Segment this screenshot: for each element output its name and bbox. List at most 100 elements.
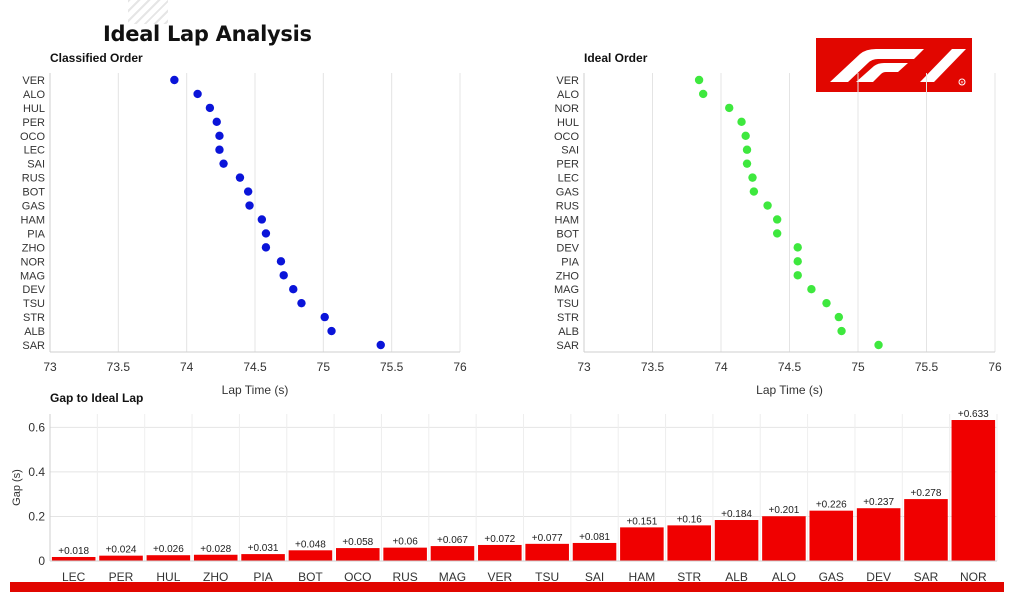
x-axis-label: Lap Time (s) — [222, 383, 289, 397]
data-point — [376, 340, 385, 350]
bar — [241, 554, 285, 561]
data-point — [793, 243, 802, 252]
data-point — [748, 173, 757, 182]
data-point — [212, 117, 221, 127]
x-tick-label: 73 — [43, 360, 57, 374]
bar — [762, 516, 806, 561]
x-tick-label: SAR — [914, 570, 939, 584]
x-tick-label: 75.5 — [915, 360, 939, 374]
y-tick-label: ALB — [558, 326, 579, 338]
data-label: +0.226 — [816, 500, 847, 511]
y-tick-label: HAM — [21, 214, 45, 226]
y-tick-label: TSU — [23, 298, 45, 310]
bar — [714, 520, 759, 561]
data-point — [807, 285, 816, 294]
data-label: +0.633 — [958, 409, 989, 420]
x-tick-label: 73 — [577, 360, 591, 374]
data-point — [749, 187, 759, 196]
data-label: +0.018 — [58, 546, 89, 557]
y-tick-label: DEV — [556, 242, 579, 254]
bottom-accent-bar — [10, 582, 1004, 592]
x-tick-label: LEC — [62, 570, 86, 584]
y-tick-label: STR — [557, 312, 579, 324]
data-point — [694, 75, 704, 85]
y-tick-label: 0 — [38, 554, 45, 568]
x-tick-label: VER — [487, 570, 512, 584]
data-point — [261, 229, 271, 238]
data-point — [276, 257, 286, 266]
data-point — [737, 117, 746, 127]
y-tick-label: 0.6 — [28, 420, 45, 434]
bar — [99, 555, 143, 561]
x-tick-label: 74.5 — [778, 360, 802, 374]
y-tick-label: OCO — [20, 131, 46, 143]
chart-title: Gap to Ideal Lap — [50, 391, 143, 405]
y-tick-label: ZHO — [22, 242, 46, 254]
data-point — [742, 145, 752, 154]
x-tick-label: GAS — [819, 570, 844, 584]
data-point — [763, 201, 772, 210]
y-tick-label: VER — [22, 75, 45, 87]
x-tick-label: 74.5 — [243, 360, 267, 374]
data-label: +0.151 — [626, 516, 657, 527]
bar — [288, 550, 333, 561]
x-tick-label: OCO — [344, 570, 371, 584]
data-label: +0.024 — [106, 545, 137, 556]
x-tick-label: 74 — [180, 360, 194, 374]
y-tick-label: 0.2 — [28, 509, 45, 523]
data-point — [215, 131, 224, 140]
chart-title: Ideal Order — [584, 51, 648, 65]
data-label: +0.072 — [484, 534, 515, 545]
bar — [620, 527, 664, 561]
x-tick-label: ZHO — [203, 570, 228, 584]
data-point — [279, 271, 288, 280]
x-tick-label: DEV — [866, 570, 891, 584]
y-tick-label: GAS — [22, 201, 45, 213]
bar — [667, 525, 712, 561]
x-tick-label: 75 — [851, 360, 865, 374]
data-label: +0.081 — [579, 532, 610, 543]
y-tick-label: MAG — [554, 284, 579, 296]
data-point — [742, 159, 752, 168]
data-point — [834, 312, 844, 322]
data-point — [235, 173, 245, 182]
data-point — [261, 243, 271, 252]
x-tick-label: HAM — [629, 570, 656, 584]
bar — [51, 556, 96, 561]
x-tick-label: STR — [677, 570, 701, 584]
x-tick-label: 75.5 — [380, 360, 404, 374]
x-tick-label: 73.5 — [641, 360, 665, 374]
x-tick-label: TSU — [535, 570, 559, 584]
data-point — [215, 145, 224, 154]
bar — [335, 548, 380, 561]
data-point — [193, 89, 202, 99]
data-point — [245, 201, 254, 210]
data-label: +0.237 — [863, 497, 894, 508]
y-tick-label: SAR — [22, 340, 45, 352]
data-label: +0.06 — [392, 537, 418, 548]
y-tick-label: 0.4 — [28, 465, 45, 479]
y-tick-label: LEC — [24, 145, 45, 157]
bar — [383, 547, 427, 561]
data-label: +0.278 — [911, 488, 942, 499]
bar — [809, 510, 854, 561]
y-tick-label: PER — [556, 159, 579, 171]
x-tick-label: NOR — [960, 570, 987, 584]
y-tick-label: PIA — [27, 228, 45, 240]
y-tick-label: NOR — [555, 103, 580, 115]
data-label: +0.058 — [342, 537, 373, 548]
data-point — [874, 340, 883, 350]
y-tick-label: TSU — [557, 298, 579, 310]
data-point — [741, 131, 750, 140]
x-tick-label: 74 — [714, 360, 728, 374]
f1-logo: R — [816, 38, 972, 92]
y-tick-label: OCO — [554, 131, 580, 143]
y-tick-label: ZHO — [556, 270, 580, 282]
data-label: +0.026 — [153, 544, 184, 555]
bar — [193, 554, 238, 561]
chart-title: Classified Order — [50, 51, 143, 65]
y-tick-label: HUL — [23, 103, 45, 115]
y-tick-label: PIA — [561, 256, 579, 268]
bar — [478, 544, 522, 561]
